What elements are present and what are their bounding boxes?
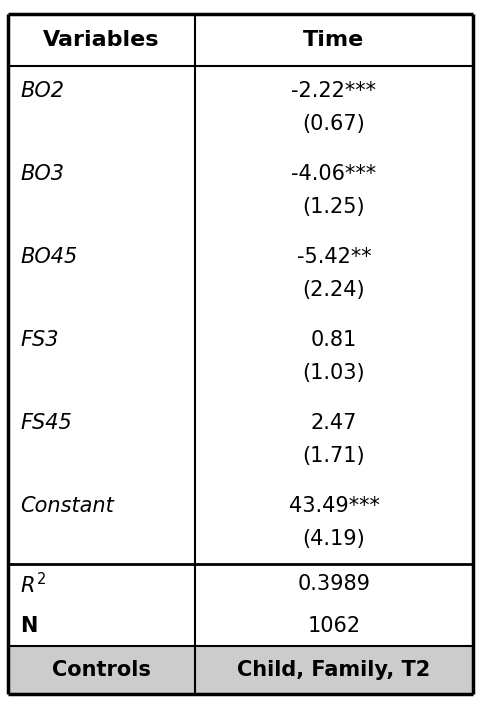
Bar <box>8 646 472 694</box>
Text: BO2: BO2 <box>20 81 64 101</box>
Text: (1.25): (1.25) <box>302 197 364 217</box>
Text: 0.81: 0.81 <box>310 330 356 350</box>
Text: N: N <box>20 615 37 635</box>
Text: $R^2$: $R^2$ <box>20 572 46 597</box>
Text: BO45: BO45 <box>20 247 77 267</box>
Text: BO3: BO3 <box>20 164 64 184</box>
Text: Variables: Variables <box>43 30 159 50</box>
Text: Time: Time <box>303 30 364 50</box>
Text: FS45: FS45 <box>20 413 72 433</box>
Text: (1.03): (1.03) <box>302 363 364 383</box>
Text: 2.47: 2.47 <box>310 413 357 433</box>
Text: -2.22***: -2.22*** <box>291 81 376 101</box>
Text: (1.71): (1.71) <box>302 446 364 466</box>
Text: (2.24): (2.24) <box>302 280 364 300</box>
Text: 43.49***: 43.49*** <box>288 496 379 516</box>
Text: Child, Family, T2: Child, Family, T2 <box>237 660 430 680</box>
Text: -5.42**: -5.42** <box>296 247 371 267</box>
Text: (0.67): (0.67) <box>302 114 365 134</box>
Text: Constant: Constant <box>20 496 113 516</box>
Text: Controls: Controls <box>52 660 151 680</box>
Text: 1062: 1062 <box>307 615 360 635</box>
Text: 0.3989: 0.3989 <box>297 574 370 595</box>
Text: -4.06***: -4.06*** <box>291 164 376 184</box>
Text: FS3: FS3 <box>20 330 59 350</box>
Text: (4.19): (4.19) <box>302 529 365 549</box>
